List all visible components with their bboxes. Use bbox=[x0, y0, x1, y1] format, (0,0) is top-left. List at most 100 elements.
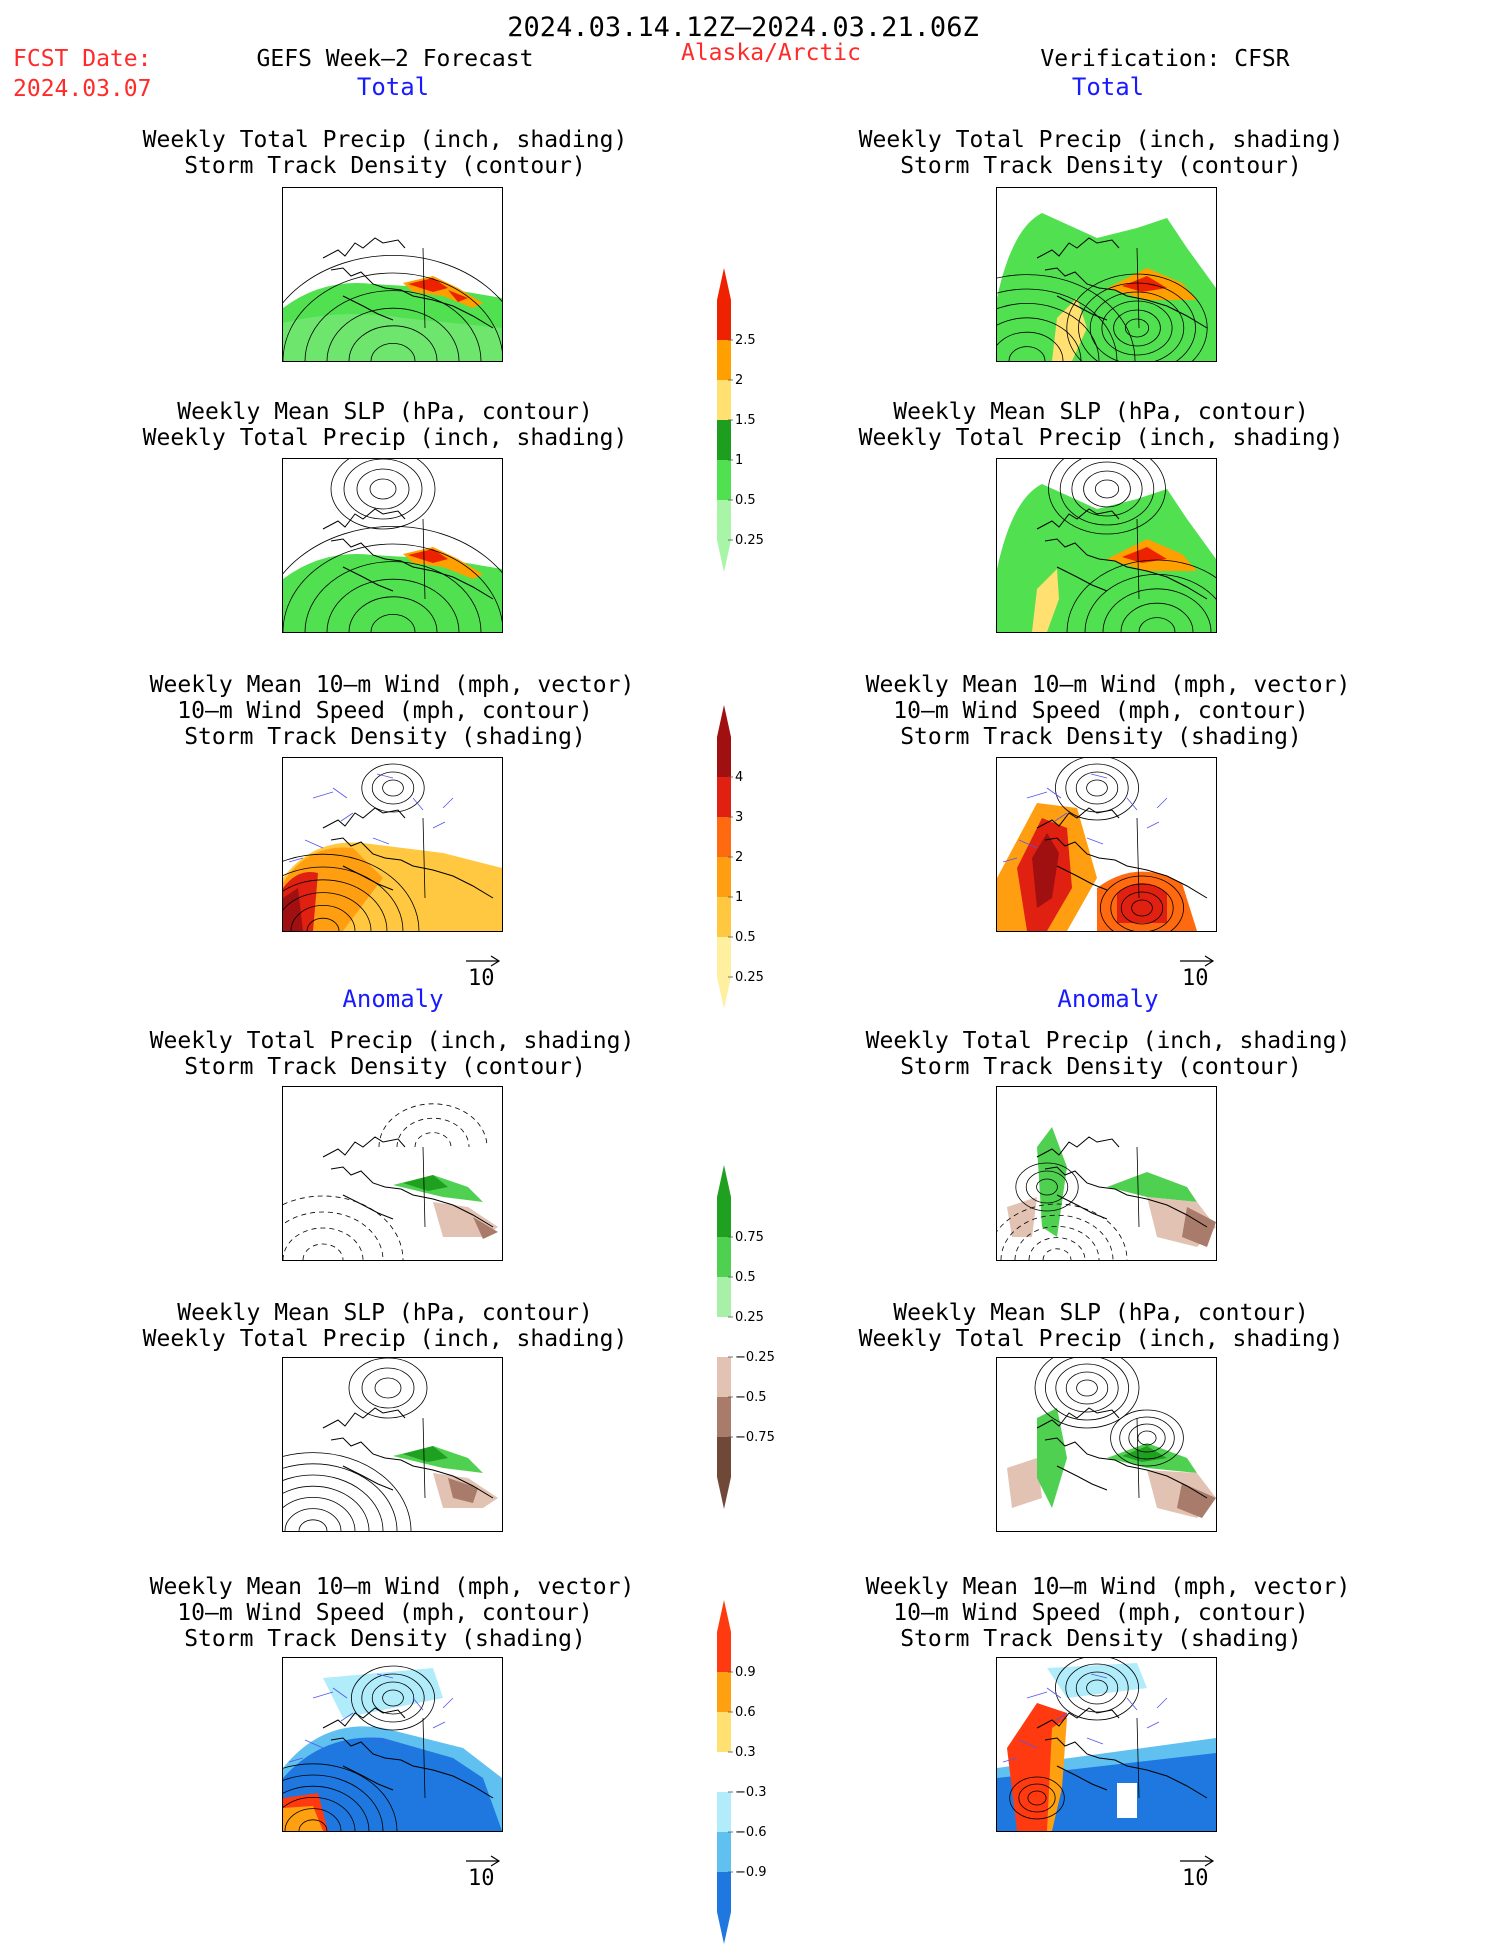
map-panel bbox=[282, 757, 503, 932]
panel-title-line: Weekly Total Precip (inch, shading) bbox=[142, 1326, 628, 1352]
contour-lines bbox=[283, 526, 502, 632]
arrow-right-icon bbox=[466, 1855, 501, 1867]
shading-region bbox=[1032, 833, 1059, 908]
map-graphic bbox=[997, 1087, 1216, 1260]
colorbar-segment bbox=[717, 937, 731, 977]
panel-title-line: 10–m Wind Speed (mph, contour) bbox=[177, 1600, 593, 1626]
panel-title-line: Weekly Mean SLP (hPa, contour) bbox=[177, 399, 593, 425]
colorbar-segment bbox=[717, 1752, 731, 1792]
map-panel bbox=[996, 458, 1217, 633]
shading-region bbox=[283, 1737, 502, 1831]
panel-title-line: Weekly Mean 10–m Wind (mph, vector) bbox=[865, 672, 1351, 698]
shading-region bbox=[323, 1668, 443, 1718]
panel-title-line: Weekly Total Precip (inch, shading) bbox=[142, 127, 628, 153]
colorbar-segment bbox=[717, 777, 731, 817]
arrow-right-icon bbox=[466, 955, 501, 967]
map-panel bbox=[996, 1357, 1217, 1532]
colorbar-segment bbox=[717, 1437, 731, 1477]
verification-title: Verification: CFSR bbox=[1040, 46, 1290, 72]
vector-reference: 10 bbox=[464, 954, 504, 990]
shading-region bbox=[283, 888, 303, 931]
colorbar-graphic: 0.75 0.5 0.25 −0.25 −0.5 −0.75 bbox=[717, 1165, 775, 1509]
panel-title-line: Weekly Total Precip (inch, shading) bbox=[858, 425, 1344, 451]
colorbar-graphic: 4 3 2 1 0.5 0.25 bbox=[717, 705, 764, 1009]
colorbar-cap bbox=[717, 268, 731, 300]
colorbar-cap bbox=[717, 1912, 731, 1944]
shading-region bbox=[1107, 1172, 1197, 1202]
colorbar-track-anomaly: 0.9 0.6 0.3 −0.3 −0.6 −0.9 bbox=[717, 1600, 779, 1944]
colorbar-segment bbox=[717, 737, 731, 777]
colorbar-segment bbox=[717, 1357, 731, 1397]
colorbar-tick-label: −0.9 bbox=[735, 1865, 767, 1880]
contour-lines bbox=[348, 1358, 428, 1419]
contour-lines bbox=[1110, 1409, 1184, 1467]
colorbar-precip-total: 2.5 2 1.5 1 0.5 0.25 bbox=[717, 268, 779, 572]
section-total-left: Total bbox=[356, 73, 430, 101]
arrow-right-icon bbox=[1180, 1855, 1215, 1867]
colorbar-tick-label: 0.5 bbox=[735, 493, 756, 508]
vector-reference-label: 10 bbox=[468, 966, 495, 991]
vector-reference: 10 bbox=[1178, 954, 1218, 990]
colorbar-cap bbox=[717, 977, 731, 1009]
section-anomaly-right: Anomaly bbox=[1057, 985, 1159, 1013]
shading-region bbox=[403, 1175, 448, 1191]
shading-region bbox=[1177, 1483, 1216, 1518]
colorbar-tick-label: 0.3 bbox=[735, 1745, 756, 1760]
shading-region bbox=[1047, 1663, 1147, 1698]
colorbar-tick-label: 0.25 bbox=[735, 970, 764, 985]
panel-title-line: Weekly Total Precip (inch, shading) bbox=[865, 1028, 1351, 1054]
colorbar-tick-label: 0.9 bbox=[735, 1665, 756, 1680]
shading-region bbox=[283, 1806, 323, 1831]
panel-title-line: 10–m Wind Speed (mph, contour) bbox=[893, 698, 1309, 724]
map-panel bbox=[996, 1657, 1217, 1832]
colorbar-tick-label: 4 bbox=[735, 770, 743, 785]
map-graphic bbox=[997, 459, 1216, 632]
fcst-date-label: FCST Date: bbox=[13, 46, 152, 72]
contour-lines bbox=[1066, 273, 1208, 361]
contour-lines bbox=[283, 1763, 398, 1831]
colorbar-segment bbox=[717, 1672, 731, 1712]
contour-lines bbox=[1009, 1776, 1065, 1820]
colorbar-tick-label: −0.5 bbox=[735, 1390, 767, 1405]
colorbar-segment bbox=[717, 1197, 731, 1237]
shading-region bbox=[408, 549, 448, 563]
colorbar-cap bbox=[717, 540, 731, 572]
panel-title-line: Storm Track Density (contour) bbox=[900, 153, 1302, 179]
contour-lines bbox=[1048, 459, 1166, 535]
panel-title-line: Storm Track Density (contour) bbox=[184, 1054, 586, 1080]
map-graphic bbox=[283, 459, 502, 632]
contour-lines bbox=[1015, 1162, 1079, 1212]
region-title: Alaska/Arctic bbox=[680, 40, 862, 66]
contour-lines bbox=[361, 763, 425, 813]
panel-title-line: 10–m Wind Speed (mph, contour) bbox=[893, 1600, 1309, 1626]
colorbar-segment bbox=[717, 1632, 731, 1672]
colorbar-tick-label: 0.25 bbox=[735, 1310, 764, 1325]
coastline bbox=[1036, 1136, 1208, 1228]
panel-title-line: Storm Track Density (contour) bbox=[900, 1054, 1302, 1080]
map-panel bbox=[282, 1357, 503, 1532]
contour-lines bbox=[1034, 1358, 1140, 1429]
contour-lines bbox=[1066, 559, 1216, 632]
colorbar-tick-label: 2.5 bbox=[735, 333, 756, 348]
vector-reference: 10 bbox=[1178, 1854, 1218, 1890]
panel-title-line: Weekly Total Precip (inch, shading) bbox=[858, 1326, 1344, 1352]
contour-lines bbox=[1055, 1658, 1139, 1721]
shading-region bbox=[448, 290, 468, 302]
shading-region bbox=[1032, 569, 1059, 632]
colorbar-tick-label: −0.3 bbox=[735, 1785, 767, 1800]
shading-region bbox=[1122, 276, 1167, 292]
colorbar-segment bbox=[717, 380, 731, 420]
panel-title-line: Storm Track Density (shading) bbox=[900, 1626, 1302, 1652]
colorbar-segment bbox=[717, 1317, 731, 1357]
map-graphic bbox=[997, 1658, 1216, 1831]
shading-region bbox=[283, 314, 502, 361]
colorbar-cap bbox=[717, 1165, 731, 1197]
map-graphic bbox=[283, 1358, 502, 1531]
colorbar-tick-label: 2 bbox=[735, 850, 743, 865]
shading-region bbox=[1122, 547, 1167, 563]
wind-vectors bbox=[1002, 1673, 1168, 1763]
vector-reference: 10 bbox=[464, 1854, 504, 1890]
shading-region bbox=[283, 554, 502, 632]
colorbar-precip-anomaly: 0.75 0.5 0.25 −0.25 −0.5 −0.75 bbox=[717, 1165, 779, 1509]
coastline bbox=[322, 1707, 494, 1799]
